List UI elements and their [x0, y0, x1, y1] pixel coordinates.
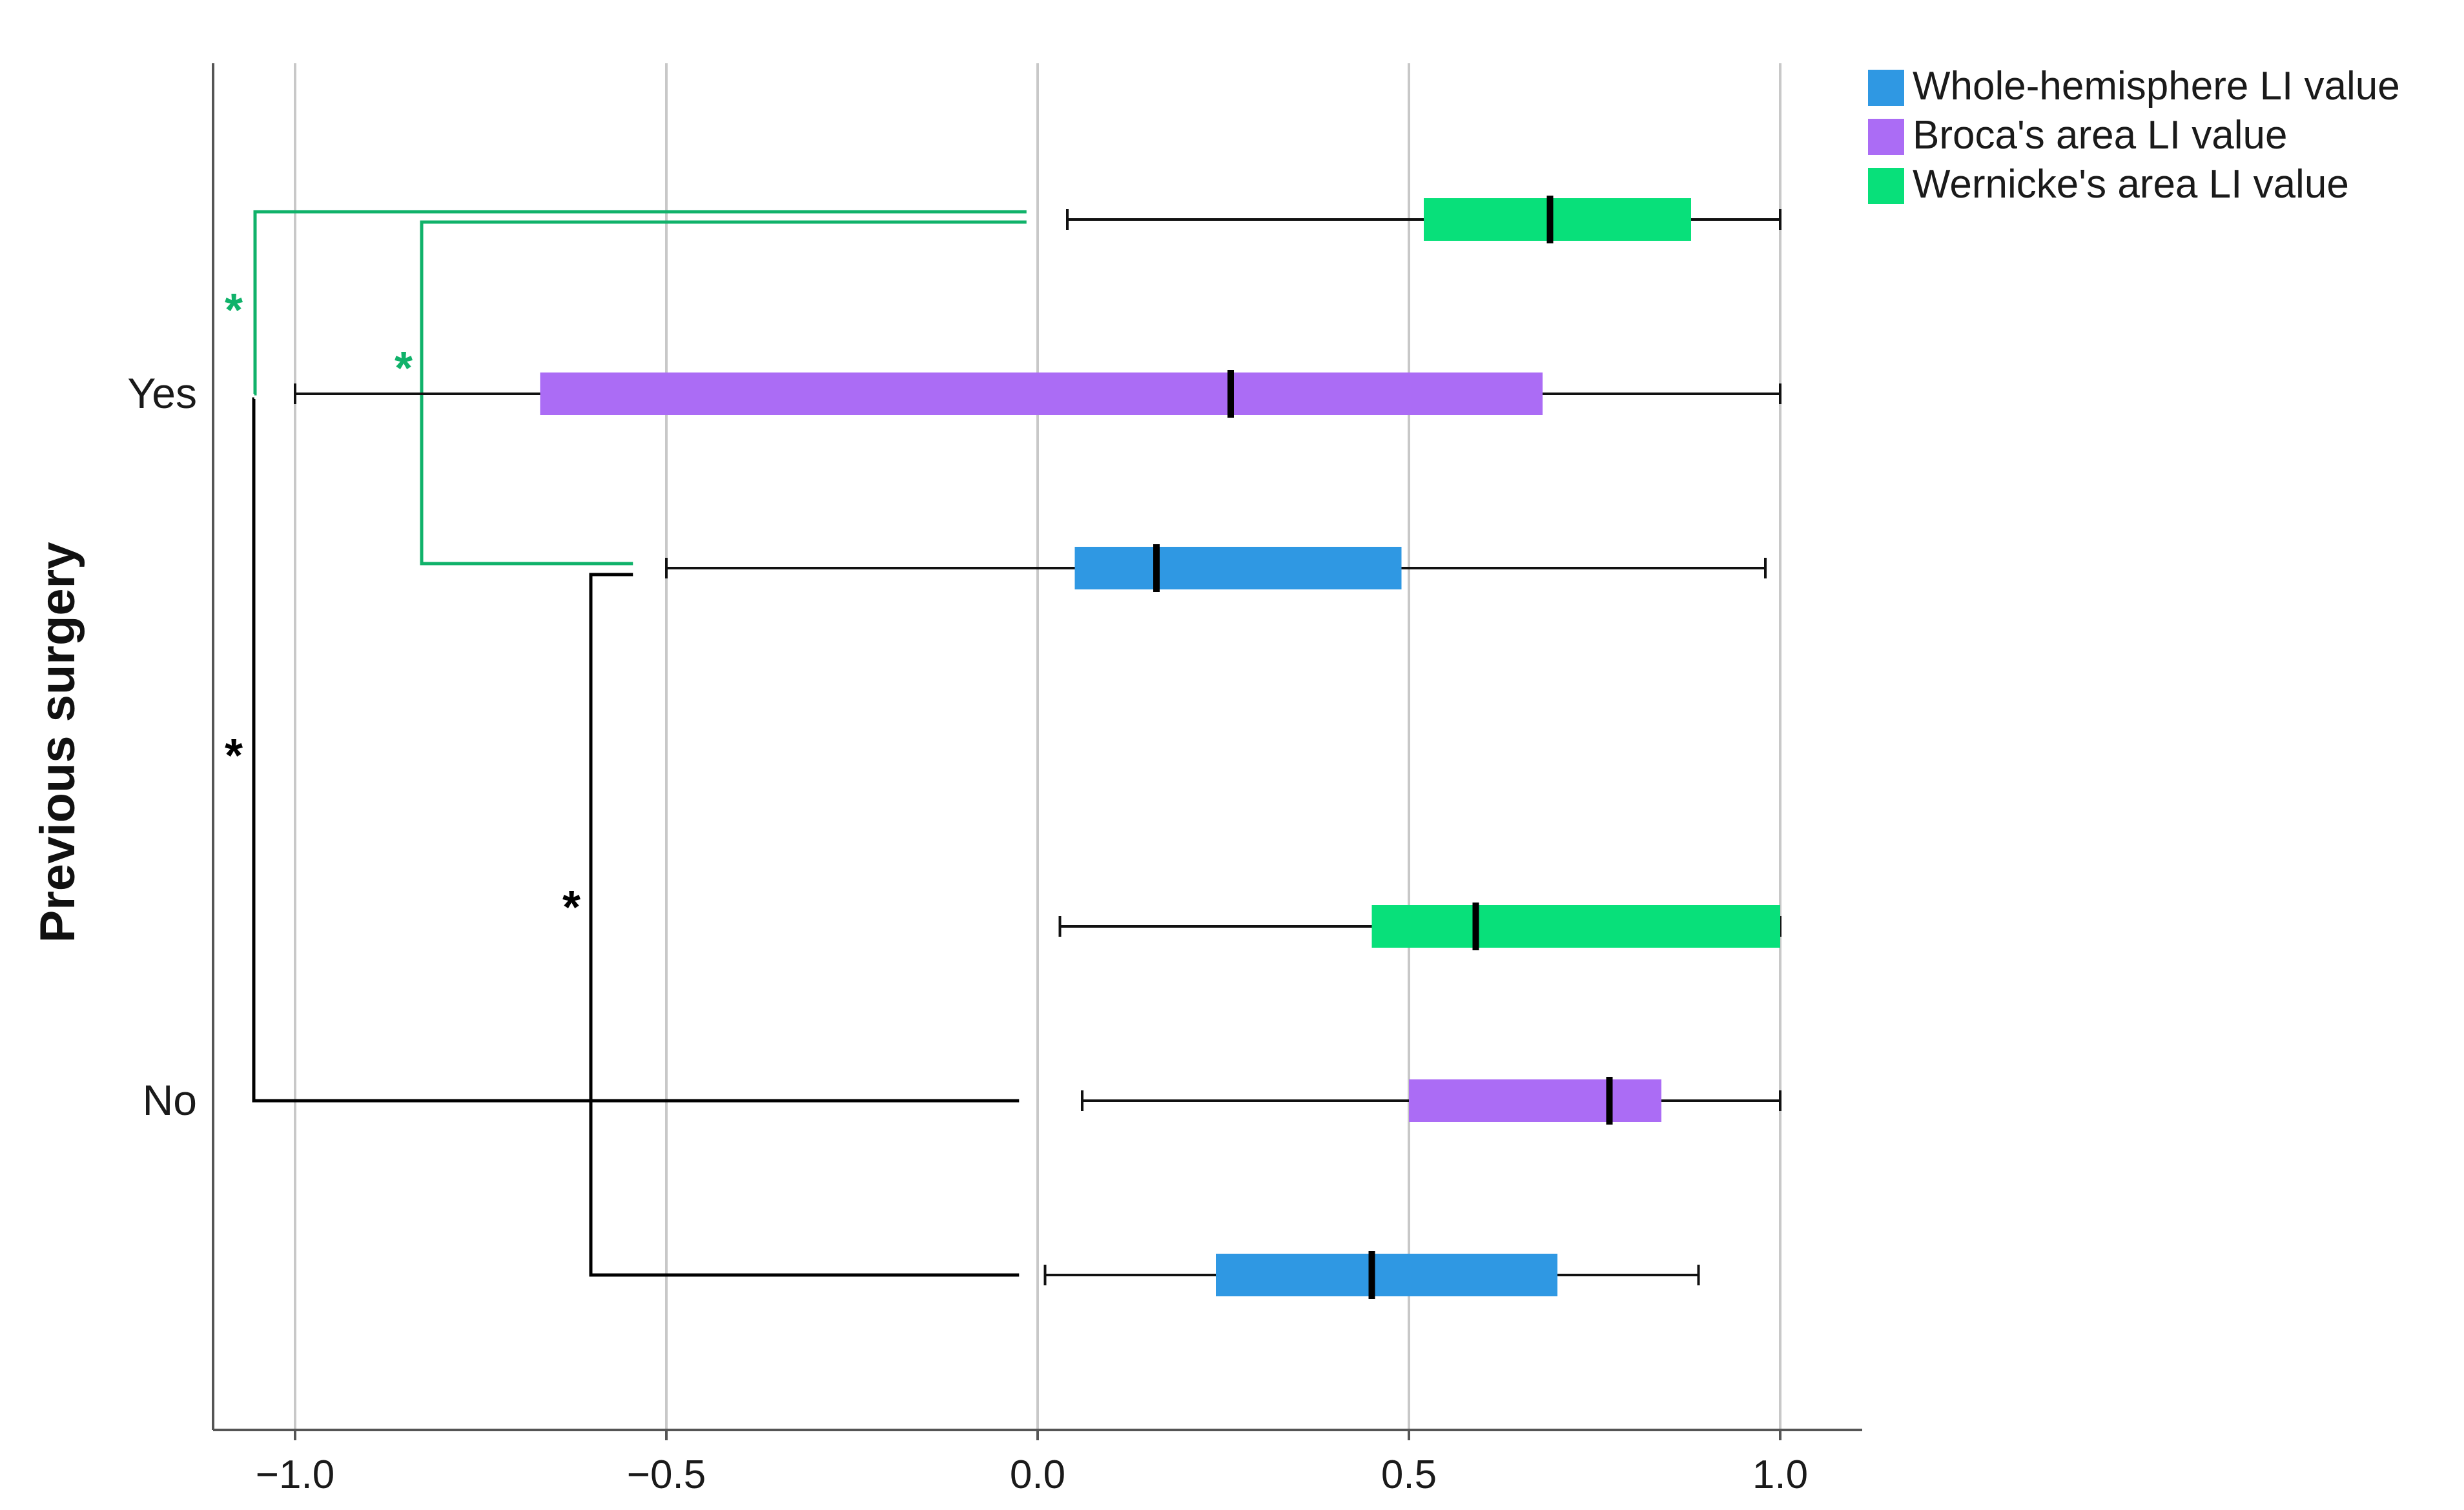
significance-star: * [562, 882, 580, 934]
box-no [1058, 903, 1781, 950]
box-series [294, 196, 1781, 1299]
series-3 [1058, 196, 1781, 950]
y-axis-title: Previous surgery [30, 542, 85, 943]
x-tick-label: −0.5 [627, 1453, 706, 1497]
bracket-wernicke-broca-yes [253, 210, 1027, 396]
category-labels: Yes No [127, 369, 197, 1124]
box-yes [294, 370, 1781, 418]
gridlines [294, 63, 1781, 1430]
significance-brackets: * * * * [225, 210, 1027, 1277]
bracket-broca-yes-no [252, 397, 1020, 1103]
category-label-no: No [143, 1076, 197, 1124]
legend-swatch [1868, 168, 1904, 204]
legend-label: Wernicke's area LI value [1913, 162, 2349, 207]
x-tick-label: 0.0 [1010, 1453, 1065, 1497]
box-yes [665, 544, 1767, 592]
x-tick-labels: −1.0 −0.5 0.0 0.5 1.0 [256, 1430, 1808, 1497]
x-tick-label: −1.0 [256, 1453, 334, 1497]
box-iqr [1424, 198, 1691, 241]
category-label-yes: Yes [127, 369, 197, 417]
legend-swatch [1868, 119, 1904, 155]
box-iqr [1409, 1079, 1661, 1122]
box-iqr [1371, 905, 1780, 948]
significance-star: * [225, 285, 243, 336]
legend-label: Broca's area LI value [1913, 113, 2288, 158]
bracket-whole-yes-no [589, 573, 1020, 1277]
legend-swatch [1868, 70, 1904, 106]
legend: Whole-hemisphere LI value Broca's area LI… [1868, 64, 2400, 207]
series-2 [294, 370, 1781, 1125]
significance-star: * [395, 343, 413, 394]
box-no [1043, 1251, 1700, 1299]
x-tick-label: 0.5 [1381, 1453, 1437, 1497]
significance-star: * [225, 730, 243, 782]
box-yes [1066, 196, 1781, 243]
series-1 [665, 544, 1767, 1299]
legend-label: Whole-hemisphere LI value [1913, 64, 2400, 108]
box-no [1081, 1077, 1781, 1125]
box-iqr [1216, 1254, 1557, 1296]
x-tick-label: 1.0 [1752, 1453, 1808, 1497]
box-iqr [1074, 547, 1402, 589]
box-iqr [540, 372, 1543, 415]
